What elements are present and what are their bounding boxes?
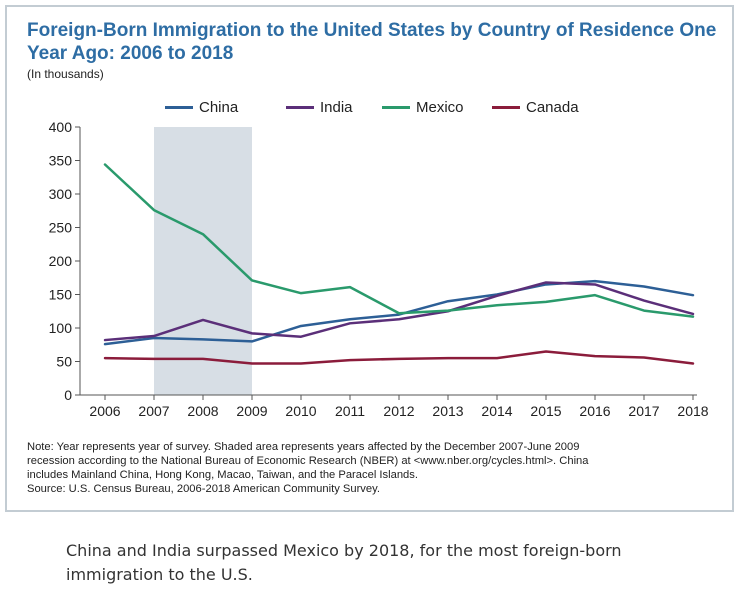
x-tick-label: 2009 xyxy=(236,403,267,419)
x-tick-label: 2008 xyxy=(187,403,218,419)
legend-item-india: India xyxy=(286,99,353,116)
series-line-china xyxy=(103,279,695,346)
y-tick-label: 350 xyxy=(49,153,73,169)
x-tick-label: 2016 xyxy=(579,403,610,419)
y-tick-label: 0 xyxy=(64,387,72,403)
source-line: Source: U.S. Census Bureau, 2006-2018 Am… xyxy=(27,483,380,495)
legend-item-mexico: Mexico xyxy=(382,99,464,116)
x-tick-label: 2014 xyxy=(481,403,512,419)
chart-title: Foreign-Born Immigration to the United S… xyxy=(27,20,717,64)
legend-swatch-mexico xyxy=(382,106,410,109)
y-tick-label: 150 xyxy=(49,287,73,303)
chart-frame: Foreign-Born Immigration to the United S… xyxy=(5,5,734,512)
y-tick-label: 200 xyxy=(49,253,73,269)
y-tick-label: 300 xyxy=(49,186,73,202)
legend-swatch-canada xyxy=(492,106,520,109)
x-tick-label: 2017 xyxy=(628,403,659,419)
y-tick-label: 100 xyxy=(49,320,73,336)
y-tick-label: 400 xyxy=(49,119,73,135)
y-tick-label: 250 xyxy=(49,220,73,236)
chart-note: Note: Year represents year of survey. Sh… xyxy=(27,440,727,496)
figure-caption: China and India surpassed Mexico by 2018… xyxy=(66,541,622,584)
legend-item-canada: Canada xyxy=(492,99,579,116)
note-line: Note: Year represents year of survey. Sh… xyxy=(27,441,580,453)
legend-swatch-india xyxy=(286,106,314,109)
x-tick-label: 2006 xyxy=(89,403,120,419)
note-line: includes Mainland China, Hong Kong, Maca… xyxy=(27,469,418,481)
recession-shading xyxy=(154,127,252,395)
x-tick-label: 2013 xyxy=(432,403,463,419)
note-line: recession according to the National Bure… xyxy=(27,455,589,467)
legend-label-canada: Canada xyxy=(526,99,579,116)
x-tick-label: 2018 xyxy=(677,403,708,419)
chart-legend: China India Mexico Canada xyxy=(7,99,736,119)
x-tick-label: 2015 xyxy=(530,403,561,419)
series-line-canada xyxy=(103,350,695,365)
legend-label-china: China xyxy=(199,99,239,116)
x-tick-label: 2007 xyxy=(138,403,169,419)
x-tick-label: 2010 xyxy=(285,403,316,419)
legend-item-china: China xyxy=(165,99,238,116)
x-tick-label: 2012 xyxy=(383,403,414,419)
chart-subtitle: (In thousands) xyxy=(27,67,104,81)
line-chart: 0 50 100 150 200 250 300 350 400 2006 2007 2008 2009… xyxy=(49,119,709,419)
series-line-india xyxy=(103,281,695,342)
series-line-mexico xyxy=(103,163,695,318)
x-tick-label: 2011 xyxy=(335,403,365,419)
y-tick-label: 50 xyxy=(56,354,72,370)
legend-label-mexico: Mexico xyxy=(416,99,464,116)
legend-label-india: India xyxy=(320,99,353,116)
legend-swatch-china xyxy=(165,106,193,109)
